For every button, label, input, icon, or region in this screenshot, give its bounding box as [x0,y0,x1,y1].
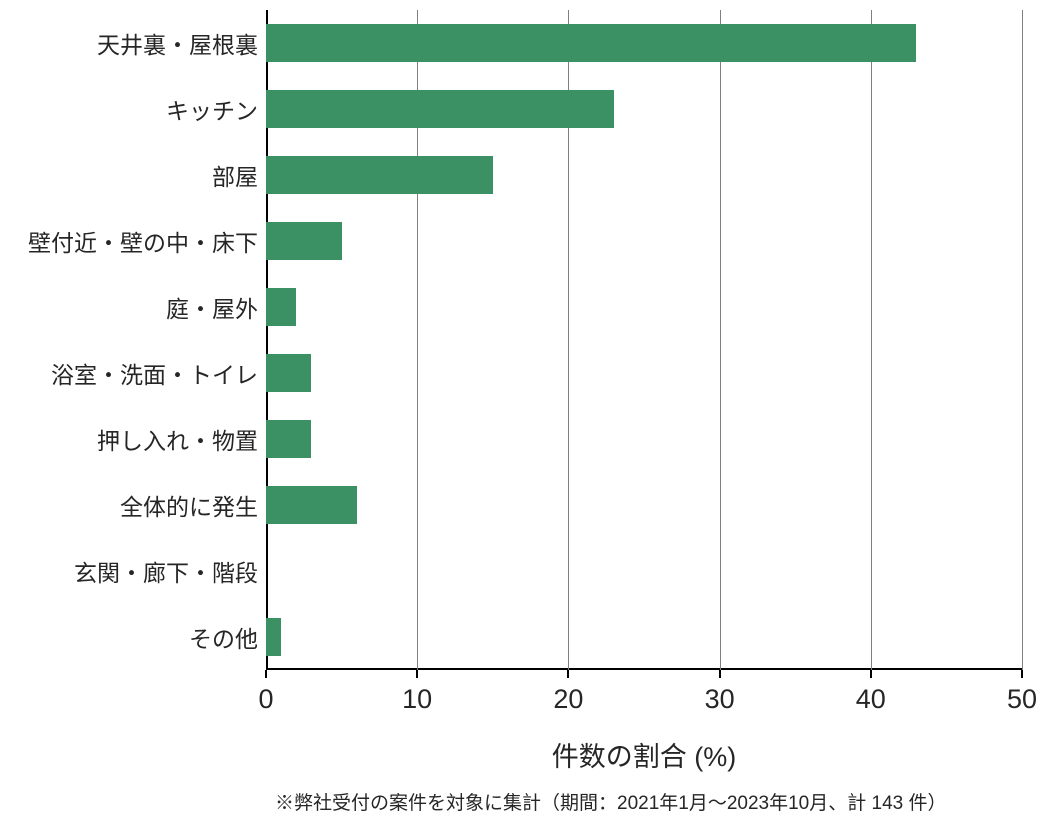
x-tick-label: 10 [402,670,432,715]
y-category-label: 庭・屋外 [166,290,266,324]
x-tick-label: 50 [1007,670,1037,715]
y-category-label: 壁付近・壁の中・床下 [28,224,266,258]
gridline [1022,10,1023,670]
bar [266,24,916,62]
bar [266,90,614,128]
x-tick-label: 0 [258,670,273,715]
chart-container: 0 10 20 30 40 50 天井裏・屋根裏キッチン部屋壁付近・壁の中・床下庭・屋外浴室… [0,0,1054,811]
bar [266,354,311,392]
y-category-label: その他 [189,620,266,654]
y-category-label: 玄関・廊下・階段 [74,554,266,588]
x-axis-line [266,668,1022,670]
bar [266,420,311,458]
y-category-label: キッチン [166,92,266,126]
bar [266,222,342,260]
bar [266,618,281,656]
bar [266,156,493,194]
y-category-label: 押し入れ・物置 [97,422,266,456]
plot-area: 01020304050天井裏・屋根裏キッチン部屋壁付近・壁の中・床下庭・屋外浴室… [266,10,1022,670]
bar [266,288,296,326]
x-tick-label: 30 [705,670,735,715]
y-category-label: 全体的に発生 [120,488,266,522]
y-category-label: 部屋 [212,158,266,192]
bar [266,486,357,524]
x-tick-label: 20 [553,670,583,715]
y-category-label: 浴室・洗面・トイレ [51,356,266,390]
x-tick-label: 40 [856,670,886,715]
x-axis-title: 件数の割合 (%) [552,735,737,774]
gridline [871,10,872,670]
gridline [720,10,721,670]
y-category-label: 天井裏・屋根裏 [97,26,266,60]
